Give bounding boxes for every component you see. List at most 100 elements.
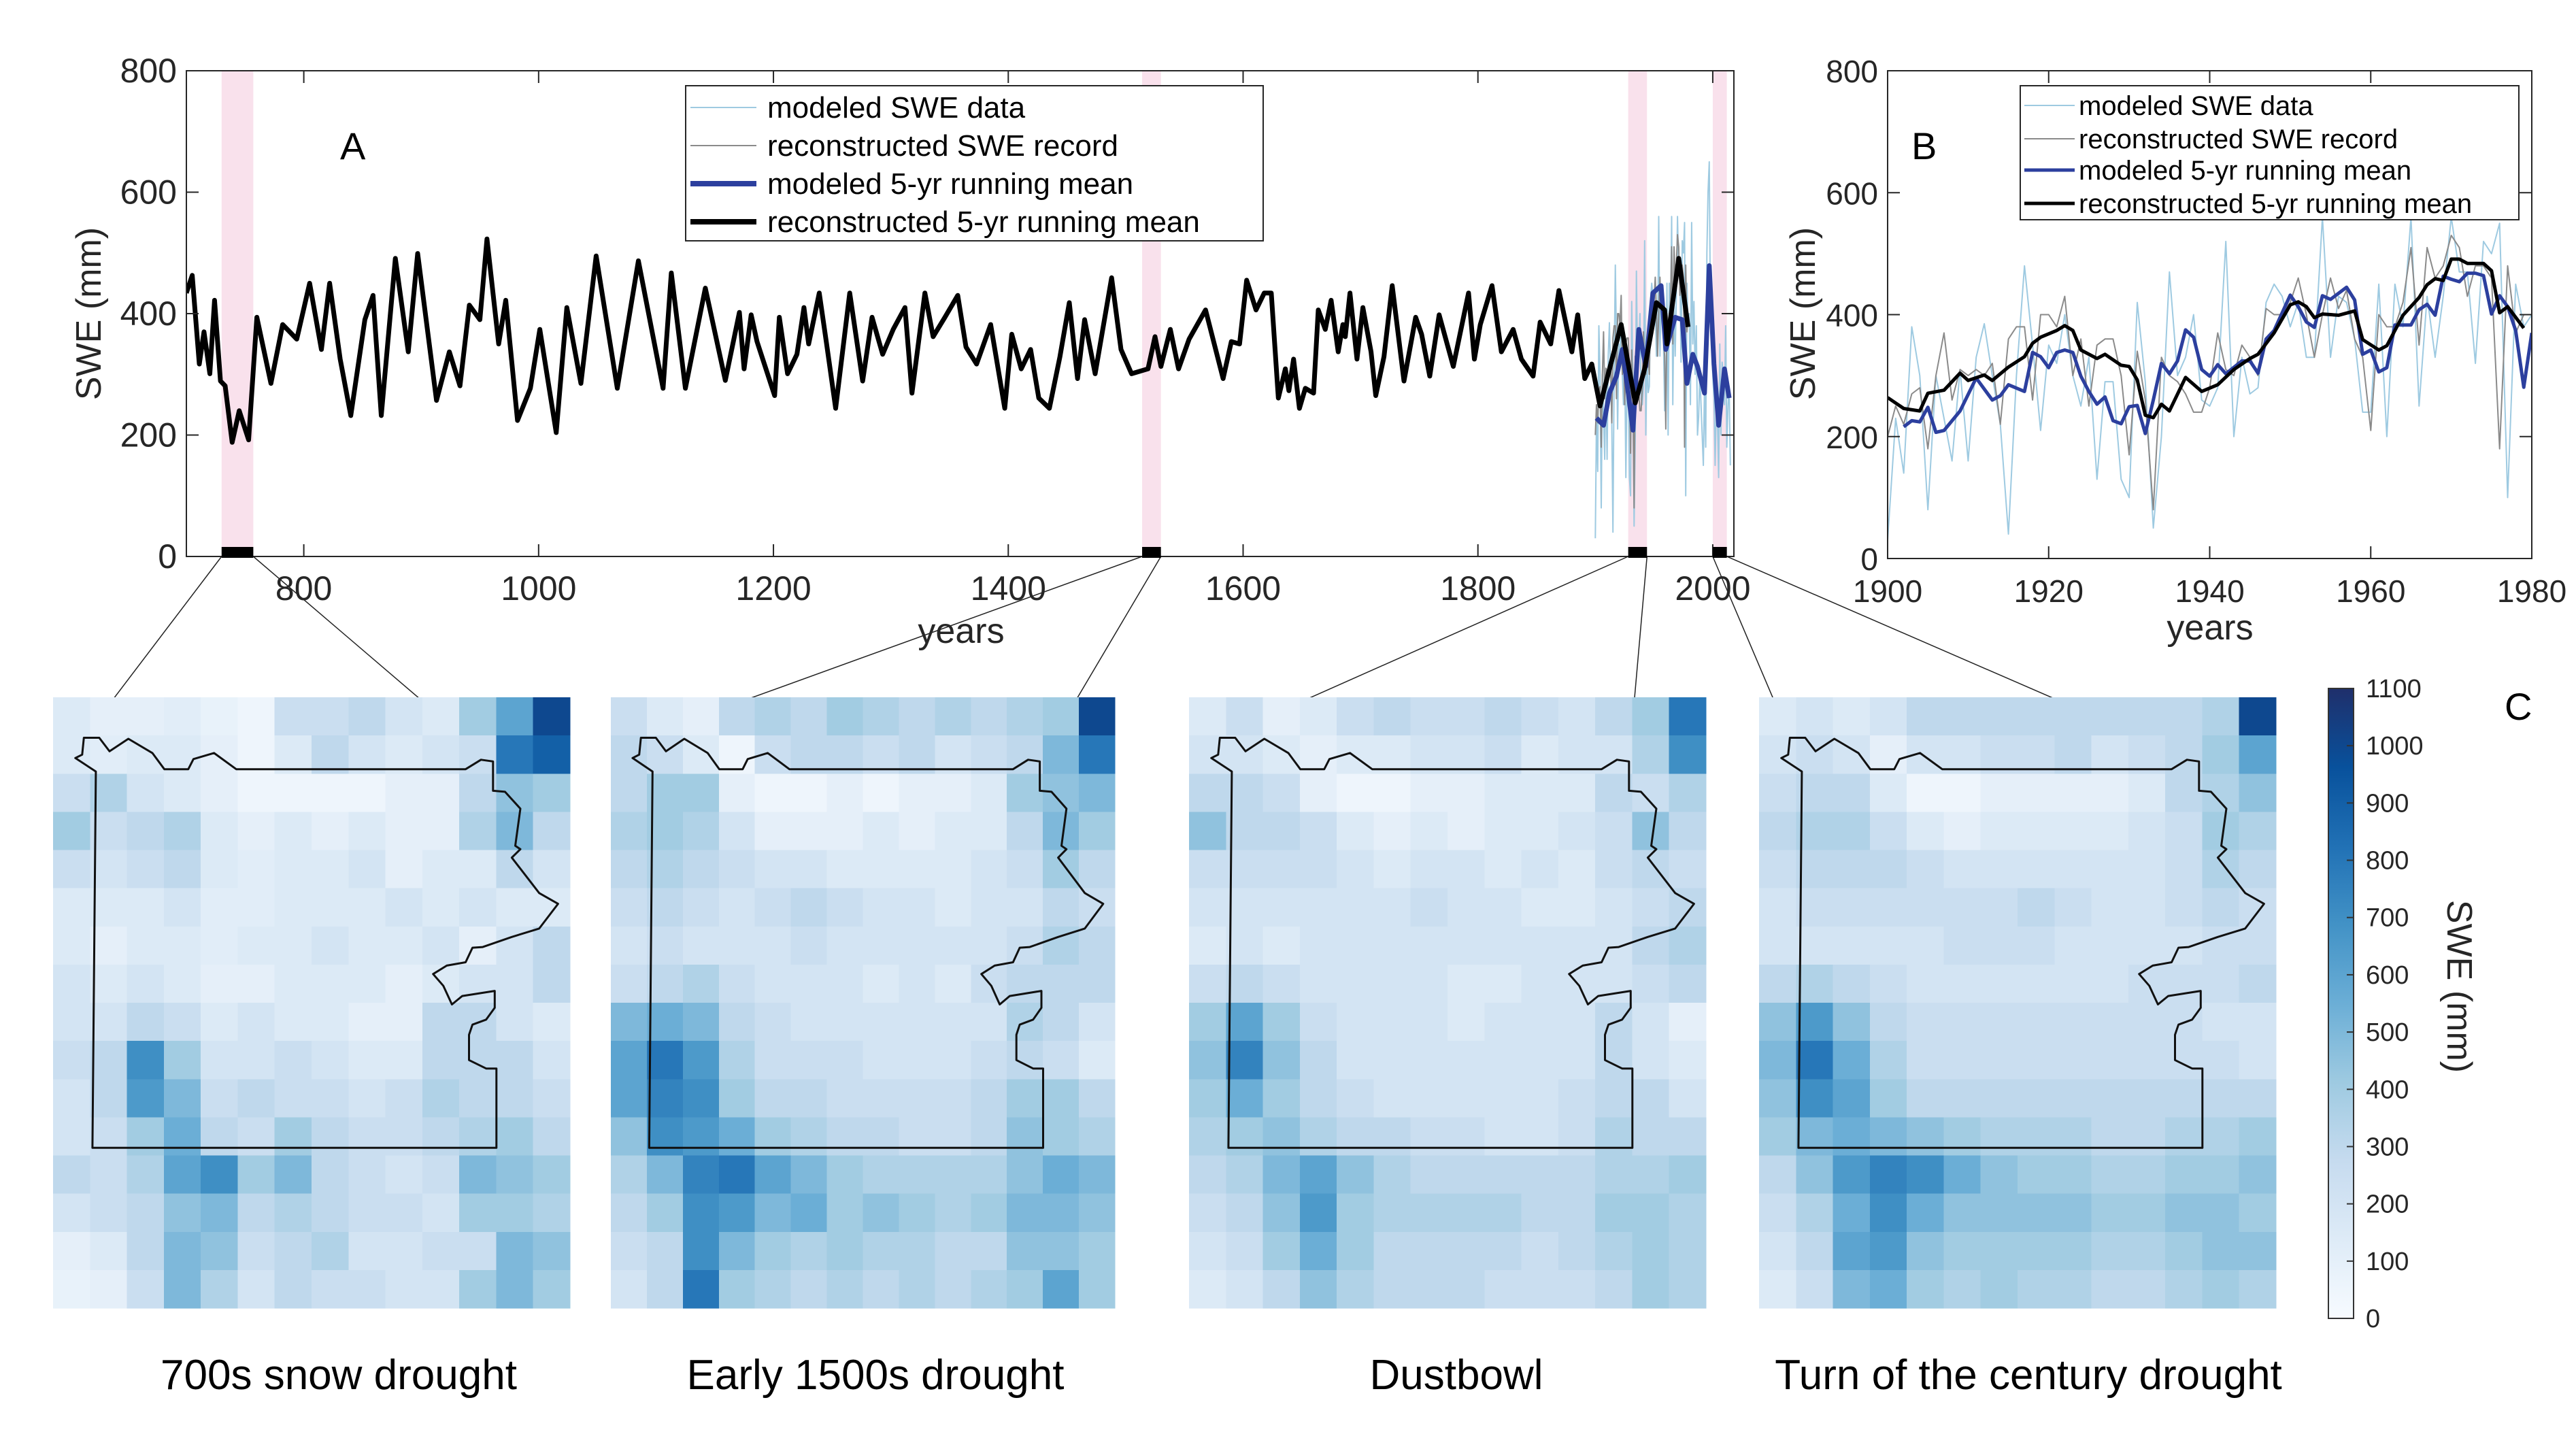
heatmap-cell (971, 697, 1007, 736)
heatmap-cell (899, 812, 935, 851)
heatmap-cell (826, 926, 864, 965)
heatmap-cell (1907, 1231, 1944, 1271)
colorbar-tick-label: 600 (2366, 961, 2409, 990)
heatmap-cell (1043, 1231, 1080, 1271)
heatmap-cell (201, 697, 238, 736)
heatmap-cell (459, 1117, 497, 1156)
heatmap-cell (1226, 1269, 1264, 1309)
heatmap-cell (718, 1041, 756, 1080)
heatmap-cell (1796, 964, 1834, 1003)
heatmap-cell (348, 850, 386, 889)
heatmap-cell (1299, 1079, 1337, 1118)
heatmap-cell (1079, 1269, 1116, 1309)
heatmap-cell (1759, 1041, 1796, 1080)
heatmap-cell (1189, 735, 1226, 774)
heatmap-cell (2054, 1269, 2092, 1309)
heatmap-cell (90, 1193, 128, 1233)
heatmap-cell (1980, 1155, 2018, 1195)
heatmap-cell (899, 773, 935, 812)
heatmap-cell (533, 697, 571, 736)
heatmap-cell (1337, 1231, 1374, 1271)
heatmap-cell (1869, 1003, 1907, 1042)
heatmap-cell (422, 926, 460, 965)
heatmap-cell (1189, 926, 1226, 965)
heatmap-cell (790, 1041, 828, 1080)
heatmap-cell (1943, 773, 1981, 812)
heatmap-cell (1299, 735, 1337, 774)
heatmap-cell (2018, 1079, 2055, 1118)
heatmap-cell (53, 850, 90, 889)
heatmap-cell (312, 1269, 349, 1309)
heatmap-cell (2128, 1041, 2166, 1080)
heatmap-cell (1907, 1193, 1944, 1233)
heatmap-cell (1669, 773, 1707, 812)
heatmap-cell (2091, 926, 2129, 965)
heatmap-cell (1759, 964, 1796, 1003)
reconstructed-running-mean-line (186, 236, 1691, 445)
heatmap-cell (2202, 1231, 2240, 1271)
heatmap-cell (1337, 1269, 1374, 1309)
heatmap-cell (1189, 1193, 1226, 1233)
heatmap-cell (1079, 1041, 1116, 1080)
heatmap-cell (1595, 773, 1633, 812)
heatmap-cell (754, 1041, 792, 1080)
heatmap-cell (790, 850, 828, 889)
heatmap-cell (899, 1269, 935, 1309)
heatmap-cell (1980, 697, 2018, 736)
heatmap-cell (754, 1079, 792, 1118)
heatmap-cell (682, 1041, 720, 1080)
heatmap-cell (1484, 1003, 1522, 1042)
heatmap-cell (2165, 1193, 2203, 1233)
heatmap-cell (237, 812, 275, 851)
heatmap-cell (496, 1041, 534, 1080)
heatmap-cell (127, 1003, 165, 1042)
heatmap-cell (646, 1193, 684, 1233)
heatmap-cell (422, 1231, 460, 1271)
heatmap-cell (1043, 773, 1080, 812)
heatmap-cell (1448, 812, 1485, 851)
heatmap-cell (611, 1193, 648, 1233)
heatmap-cell (1484, 697, 1522, 736)
heatmap-cell (1669, 888, 1707, 927)
heatmap-cell (348, 812, 386, 851)
heatmap-cell (1189, 1231, 1226, 1271)
heatmap-cell (274, 1003, 312, 1042)
heatmap-cell (611, 773, 648, 812)
heatmap-cell (1189, 888, 1226, 927)
heatmap-cell (274, 1269, 312, 1309)
heatmap-cell (201, 926, 238, 965)
heatmap-cell (459, 697, 497, 736)
heatmap-cell (611, 964, 648, 1003)
heatmap-cell (2165, 812, 2203, 851)
heatmap-cell (1262, 1003, 1301, 1042)
heatmap-cell (1943, 1269, 1981, 1309)
heatmap-cell (826, 1003, 864, 1042)
heatmap-cell (2128, 926, 2166, 965)
heatmap-cell (2091, 1155, 2129, 1195)
heatmap-cell (163, 888, 201, 927)
heatmap-cell (2165, 888, 2203, 927)
heatmap-cell (611, 1003, 648, 1042)
heatmap-cell (899, 1041, 935, 1080)
heatmap-cell (237, 850, 275, 889)
heatmap-cell (2091, 773, 2129, 812)
heatmap-cell (1869, 1269, 1907, 1309)
heatmap-cell (2239, 926, 2277, 965)
heatmap-cell (2054, 1079, 2092, 1118)
heatmap-cell (312, 1079, 349, 1118)
heatmap-cell (1632, 1117, 1670, 1156)
heatmap-cell (90, 697, 128, 736)
heatmap-cell (1373, 1231, 1411, 1271)
heatmap-cell (163, 1079, 201, 1118)
heatmap-cell (863, 1155, 899, 1195)
heatmap-cell (1595, 1041, 1633, 1080)
heatmap-cell (1869, 926, 1907, 965)
heatmap-cell (2128, 1079, 2166, 1118)
heatmap-cell (459, 926, 497, 965)
reconstructed-running-mean-line (1888, 257, 2526, 420)
heatmap-cell (1484, 1193, 1522, 1233)
heatmap-cell (1373, 773, 1411, 812)
heatmap-cell (1521, 1269, 1559, 1309)
heatmap-cell (1595, 1193, 1633, 1233)
heatmap-cell (1448, 1117, 1485, 1156)
